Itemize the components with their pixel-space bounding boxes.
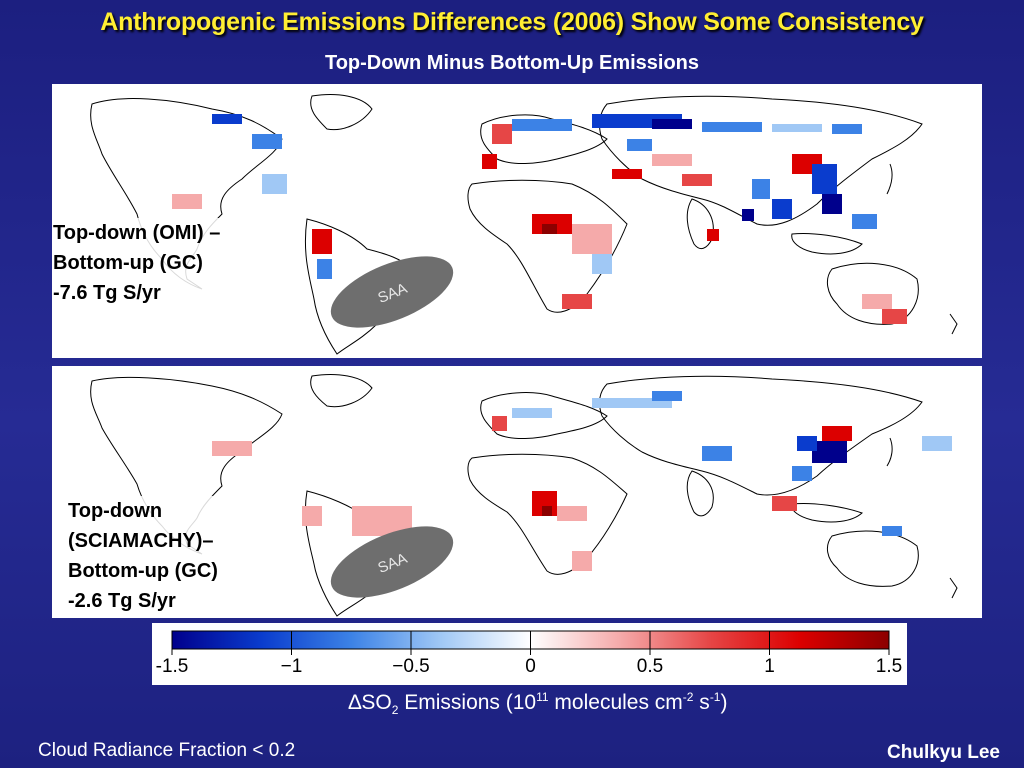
panel-label-line: -2.6 Tg S/yr <box>68 590 176 612</box>
saa-region: SAA <box>330 256 454 328</box>
unit-exp3: -1 <box>709 690 721 704</box>
colorbar-tick-label: -1.5 <box>155 656 189 677</box>
saa-region: SAA <box>330 526 454 598</box>
footer-author: Chulkyu Lee <box>887 742 1000 763</box>
slide-title: Anthropogenic Emissions Differences (200… <box>100 8 924 36</box>
panel-label-line: -7.6 Tg S/yr <box>53 282 161 304</box>
colorbar: -1.5 −1 −0.5 0 0.5 1 1.5 <box>152 623 907 685</box>
colorbar-unit-label: ∆SO2 Emissions (1011 molecules cm-2 s-1) <box>0 690 1024 717</box>
panel-label-sciamachy: Top-down (SCIAMACHY)– Bottom-up (GC) -2.… <box>68 496 268 616</box>
unit-close: ) <box>720 691 728 714</box>
panel-label-line: Bottom-up (GC) <box>68 560 218 582</box>
footer-note: Cloud Radiance Fraction < 0.2 <box>38 740 296 761</box>
colorbar-tick-label: 1.5 <box>875 656 903 677</box>
colorbar-gradient <box>171 630 890 655</box>
slide-subtitle: Top-Down Minus Bottom-Up Emissions <box>324 52 700 74</box>
colorbar-tick-label: 1 <box>764 656 775 677</box>
colorbar-tick-label: −0.5 <box>392 656 430 677</box>
colorbar-tick-label: 0.5 <box>636 656 664 677</box>
emission-pixels-omi <box>172 114 907 324</box>
panel-label-line: Top-down <box>68 500 163 522</box>
world-map-omi: SAA <box>90 94 958 355</box>
panel-label-line: Bottom-up (GC) <box>53 252 203 274</box>
panel-label-omi: Top-down (OMI) – Bottom-up (GC) -7.6 Tg … <box>53 218 273 308</box>
world-map-sciamachy: SAA <box>90 374 958 617</box>
colorbar-tick-label: 0 <box>525 656 536 677</box>
colorbar-ticks <box>171 631 890 655</box>
unit-middle: Emissions (10 <box>398 691 537 714</box>
panel-label-line: Top-down (OMI) – <box>53 222 221 244</box>
panel-label-line: (SCIAMACHY)– <box>68 530 214 552</box>
unit-prefix: ∆SO <box>348 691 392 714</box>
unit-exp1: 11 <box>536 690 549 704</box>
unit-mid2: s <box>693 691 710 714</box>
colorbar-tick-label: −1 <box>280 656 303 677</box>
unit-sub: 2 <box>391 703 399 718</box>
unit-after-exp1: molecules cm <box>548 691 683 714</box>
unit-exp2: -2 <box>682 690 694 704</box>
emission-pixels-sciamachy <box>212 391 952 571</box>
